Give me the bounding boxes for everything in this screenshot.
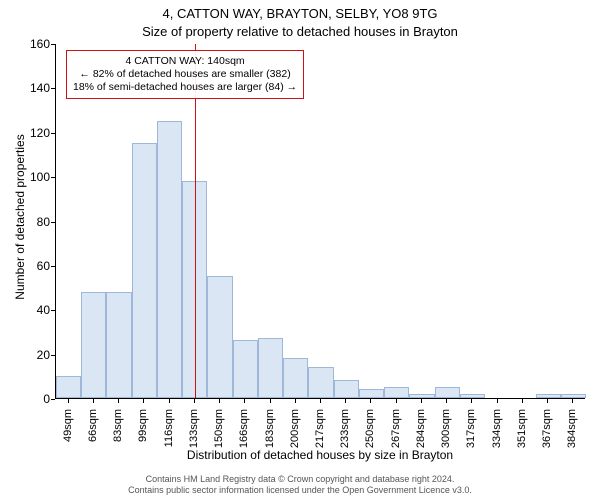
histogram-bar [106, 292, 131, 399]
x-tick-label: 133sqm [188, 409, 200, 469]
footer-line2: Contains public sector information licen… [0, 485, 600, 496]
x-tick-mark [194, 399, 195, 403]
x-tick-mark [68, 399, 69, 403]
x-tick-label: 250sqm [364, 409, 376, 469]
x-tick-mark [471, 399, 472, 403]
x-tick-label: 150sqm [213, 409, 225, 469]
x-tick-mark [446, 399, 447, 403]
histogram-bar [409, 394, 434, 398]
histogram-bar [435, 387, 460, 398]
y-tick-label: 100 [10, 170, 50, 184]
annotation-box: 4 CATTON WAY: 140sqm← 82% of detached ho… [66, 50, 304, 99]
x-tick-label: 351sqm [516, 409, 528, 469]
x-tick-mark [143, 399, 144, 403]
x-tick-mark [370, 399, 371, 403]
histogram-bar [283, 358, 308, 398]
x-tick-label: 300sqm [440, 409, 452, 469]
x-tick-mark [396, 399, 397, 403]
x-tick-label: 183sqm [264, 409, 276, 469]
annotation-line3: 18% of semi-detached houses are larger (… [73, 81, 297, 94]
x-tick-mark [270, 399, 271, 403]
histogram-bar [157, 121, 182, 398]
annotation-line1: 4 CATTON WAY: 140sqm [73, 55, 297, 68]
x-tick-mark [345, 399, 346, 403]
histogram-bar [460, 394, 485, 398]
x-tick-mark [219, 399, 220, 403]
x-tick-label: 83sqm [112, 409, 124, 469]
plot-area: 4 CATTON WAY: 140sqm← 82% of detached ho… [55, 44, 585, 399]
x-tick-label: 99sqm [137, 409, 149, 469]
x-tick-mark [93, 399, 94, 403]
histogram-bar [536, 394, 561, 398]
x-tick-label: 334sqm [491, 409, 503, 469]
footer-line1: Contains HM Land Registry data © Crown c… [0, 474, 600, 485]
y-tick-mark [51, 88, 55, 89]
y-tick-mark [51, 399, 55, 400]
histogram-bar [258, 338, 283, 398]
histogram-bar [207, 276, 232, 398]
annotation-line2: ← 82% of detached houses are smaller (38… [73, 68, 297, 81]
x-tick-mark [118, 399, 119, 403]
x-tick-mark [522, 399, 523, 403]
x-tick-label: 66sqm [87, 409, 99, 469]
chart-title-line2: Size of property relative to detached ho… [0, 24, 600, 39]
histogram-bar [334, 380, 359, 398]
y-tick-label: 20 [10, 348, 50, 362]
chart-title-line1: 4, CATTON WAY, BRAYTON, SELBY, YO8 9TG [0, 6, 600, 21]
x-tick-label: 166sqm [238, 409, 250, 469]
x-tick-label: 217sqm [314, 409, 326, 469]
y-tick-label: 40 [10, 303, 50, 317]
x-tick-label: 367sqm [541, 409, 553, 469]
x-tick-label: 317sqm [465, 409, 477, 469]
y-tick-label: 0 [10, 392, 50, 406]
x-tick-mark [295, 399, 296, 403]
y-tick-mark [51, 133, 55, 134]
x-tick-label: 267sqm [390, 409, 402, 469]
x-tick-label: 233sqm [339, 409, 351, 469]
x-tick-label: 200sqm [289, 409, 301, 469]
y-tick-mark [51, 266, 55, 267]
x-tick-label: 384sqm [566, 409, 578, 469]
x-tick-mark [421, 399, 422, 403]
histogram-bar [233, 340, 258, 398]
x-tick-mark [572, 399, 573, 403]
x-tick-label: 116sqm [163, 409, 175, 469]
x-tick-label: 284sqm [415, 409, 427, 469]
x-tick-mark [497, 399, 498, 403]
chart-container: 4, CATTON WAY, BRAYTON, SELBY, YO8 9TG S… [0, 0, 600, 500]
histogram-bar [81, 292, 106, 399]
histogram-bar [561, 394, 586, 398]
histogram-bar [359, 389, 384, 398]
y-tick-mark [51, 44, 55, 45]
y-tick-mark [51, 355, 55, 356]
x-tick-mark [169, 399, 170, 403]
histogram-bar [384, 387, 409, 398]
y-tick-label: 60 [10, 259, 50, 273]
histogram-bar [132, 143, 157, 398]
y-tick-label: 140 [10, 81, 50, 95]
x-tick-mark [547, 399, 548, 403]
x-tick-mark [320, 399, 321, 403]
y-tick-label: 120 [10, 126, 50, 140]
x-tick-label: 49sqm [62, 409, 74, 469]
y-tick-mark [51, 177, 55, 178]
footer-attribution: Contains HM Land Registry data © Crown c… [0, 474, 600, 496]
histogram-bar [56, 376, 81, 398]
x-tick-mark [244, 399, 245, 403]
y-tick-mark [51, 310, 55, 311]
y-tick-mark [51, 222, 55, 223]
y-tick-label: 160 [10, 37, 50, 51]
y-tick-label: 80 [10, 215, 50, 229]
histogram-bar [308, 367, 333, 398]
